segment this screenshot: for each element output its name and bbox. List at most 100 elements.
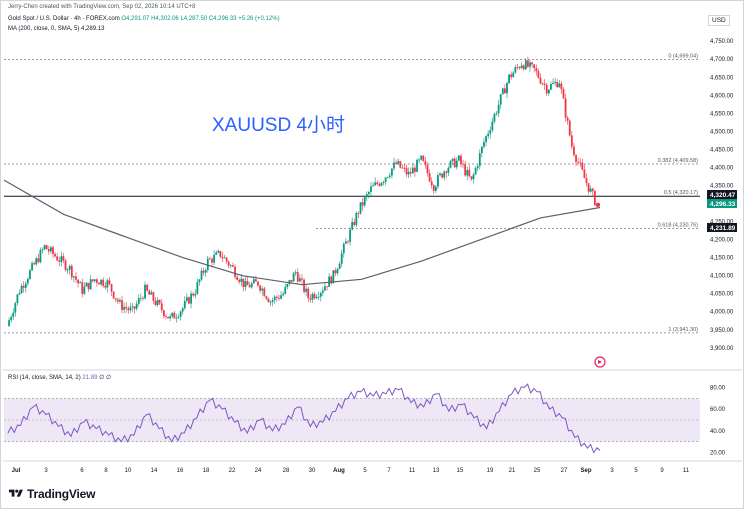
candle-body [238,279,241,282]
last-price-dot [595,202,601,208]
tradingview-logo[interactable]: TradingView [8,487,95,501]
ma-value: 4,289.13 [81,26,105,32]
candle-body [493,113,496,122]
candle-body [537,71,540,78]
candle-body [330,276,333,284]
candle-body [520,65,523,69]
candle-body [357,212,360,214]
candle-body [217,251,220,253]
candle-body [121,300,123,310]
candle-body [311,293,314,300]
candle-body [418,159,421,161]
candle-body [453,158,456,168]
time-tick: 19 [487,468,494,474]
candle-body [441,173,444,178]
candle-body [497,104,500,114]
candle-body [447,167,450,173]
candle-body [208,258,211,260]
candle-body [290,280,293,282]
candle-body [353,221,356,226]
candle-body [29,270,31,280]
price-tick: 3,950.00 [710,328,734,334]
candle-body [564,98,567,118]
currency-button[interactable]: USD [708,15,730,26]
rsi-tick: 60.00 [710,407,726,413]
price-tick: 3,900.00 [710,346,734,352]
candle-body [156,300,159,305]
fib-label: 0.382 (4,409.58) [658,158,699,164]
candle-body [315,296,318,299]
candle-body [550,84,552,90]
candle-body [160,303,163,311]
candle-body [420,155,423,160]
candle-body [416,159,418,172]
candle-body [175,317,178,319]
ma-legend[interactable]: MA (200, close, 0, SMA, 5) 4,289.13 [8,26,104,32]
symbol-legend[interactable]: Gold Spot / U.S. Dollar · 4h · FOREX.com… [8,16,280,22]
candle-body [263,288,266,297]
candle-body [139,297,142,299]
candle-body [489,130,492,134]
candle-body [96,279,98,283]
price-tick: 4,350.00 [710,183,734,189]
candle-body [296,272,299,282]
candle-body [514,67,517,73]
fib618-tag: 4,231.89 [710,225,736,232]
candle-body [591,188,594,192]
candle-body [317,296,320,298]
candle-body [278,297,280,299]
candle-body [106,280,109,288]
candle-body [483,142,485,147]
candle-body [77,279,79,284]
candle-body [52,247,54,255]
candle-body [64,260,67,270]
candle-body [152,292,155,301]
candle-body [403,167,406,169]
candle-body [255,279,257,282]
time-tick: 24 [255,468,262,474]
candle-body [246,281,249,286]
price-tick: 4,750.00 [710,39,734,45]
candle-body [33,263,36,265]
candle-body [365,194,368,198]
candle-body [144,284,146,299]
candle-body [382,181,385,183]
candle-body [223,257,226,259]
price-tick: 4,000.00 [710,310,734,316]
candle-body [334,270,337,274]
time-tick: 9 [660,468,664,474]
candle-body [129,307,132,311]
symbol-title: Gold Spot / U.S. Dollar · 4h · FOREX.com [8,16,120,22]
candle-body [301,278,303,280]
time-tick: 28 [283,468,290,474]
candle-body [219,251,222,257]
candle-body [487,133,490,137]
current-price-tag: 4,296.33 [710,201,736,208]
candle-body [221,256,224,259]
time-tick: 27 [561,468,568,474]
candle-body [464,164,467,176]
replay-icon[interactable] [594,356,606,368]
candle-body [229,265,232,267]
ohlc-low: L4,287.50 [180,16,208,22]
time-tick: 18 [203,468,210,474]
candle-body [414,167,416,172]
candle-body [401,167,404,169]
time-tick: Jul [12,468,21,474]
candle-body [391,168,393,176]
candle-body [47,249,50,252]
candle-body [541,83,544,85]
candle-body [374,182,377,186]
candle-body [485,136,487,143]
candle-body [137,298,140,304]
candle-body [35,258,38,265]
candle-body [516,67,519,68]
candle-body [173,312,176,319]
candle-body [344,241,347,244]
candle-body [543,83,546,85]
tradingview-wordmark: TradingView [27,487,96,501]
rsi-tick: 20.00 [710,451,726,457]
fib05-tag: 4,320.47 [710,192,736,199]
candle-body [150,292,153,295]
